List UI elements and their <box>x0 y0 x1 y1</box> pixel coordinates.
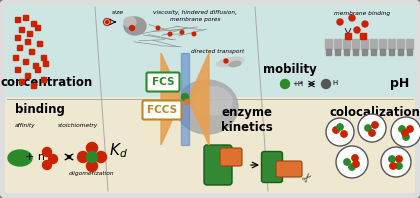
FancyBboxPatch shape <box>220 148 242 166</box>
Bar <box>362 49 367 55</box>
Circle shape <box>407 126 413 132</box>
FancyBboxPatch shape <box>142 101 181 120</box>
Text: + n: + n <box>25 152 45 162</box>
Circle shape <box>321 80 331 89</box>
Text: concentration: concentration <box>1 75 93 89</box>
Text: FCS: FCS <box>152 77 174 87</box>
Bar <box>407 49 412 55</box>
Bar <box>35 67 40 72</box>
Circle shape <box>48 154 58 164</box>
Bar <box>19 27 24 32</box>
Circle shape <box>105 21 108 24</box>
Bar <box>25 73 30 78</box>
Circle shape <box>365 125 371 131</box>
Ellipse shape <box>124 17 146 35</box>
Circle shape <box>168 32 172 36</box>
Text: +H: +H <box>292 81 303 87</box>
Bar <box>398 49 403 55</box>
Circle shape <box>354 27 360 33</box>
Bar <box>19 79 24 84</box>
FancyBboxPatch shape <box>262 151 283 183</box>
Text: colocalization: colocalization <box>330 106 420 118</box>
FancyBboxPatch shape <box>5 5 415 101</box>
Bar <box>23 15 28 20</box>
Circle shape <box>95 151 107 163</box>
Bar <box>326 49 331 55</box>
Bar <box>361 39 368 49</box>
Circle shape <box>281 80 289 89</box>
Bar <box>345 33 351 39</box>
Bar <box>370 39 377 49</box>
Ellipse shape <box>124 17 136 27</box>
Circle shape <box>42 161 52 169</box>
Bar <box>334 39 341 49</box>
Circle shape <box>87 143 97 153</box>
Circle shape <box>224 59 228 63</box>
Circle shape <box>344 159 350 165</box>
Text: stoichiometry: stoichiometry <box>58 124 98 129</box>
Text: viscosity, hindered diffusion,
membrane pores: viscosity, hindered diffusion, membrane … <box>153 10 237 22</box>
Text: pH: pH <box>390 77 410 90</box>
Circle shape <box>337 19 343 25</box>
Circle shape <box>358 114 386 142</box>
Text: size: size <box>112 10 124 15</box>
Text: $K_d$: $K_d$ <box>109 142 127 160</box>
Text: membrane binding: membrane binding <box>334 10 390 15</box>
Circle shape <box>129 26 134 30</box>
Text: affinity: affinity <box>15 124 35 129</box>
Polygon shape <box>181 53 189 145</box>
Circle shape <box>349 15 355 21</box>
Text: H: H <box>332 80 337 86</box>
Bar <box>15 17 20 22</box>
FancyBboxPatch shape <box>5 97 415 193</box>
Circle shape <box>87 161 97 171</box>
Bar <box>17 45 22 50</box>
Bar <box>371 49 376 55</box>
Circle shape <box>362 21 368 27</box>
Bar <box>13 55 18 60</box>
Ellipse shape <box>8 150 32 166</box>
Bar <box>27 31 32 36</box>
Circle shape <box>326 118 354 146</box>
Bar <box>43 61 48 66</box>
Circle shape <box>184 100 189 105</box>
Circle shape <box>403 134 409 140</box>
Circle shape <box>337 124 343 130</box>
Polygon shape <box>161 53 179 145</box>
Bar <box>406 39 413 49</box>
Bar <box>23 59 28 64</box>
Ellipse shape <box>176 80 238 134</box>
Bar <box>33 63 38 68</box>
Bar <box>37 41 42 46</box>
Text: enzyme
kinetics: enzyme kinetics <box>221 106 273 134</box>
Bar <box>41 55 46 60</box>
Circle shape <box>391 117 420 147</box>
Bar <box>31 21 36 26</box>
Bar <box>335 49 340 55</box>
Bar <box>35 25 40 30</box>
Bar <box>344 49 349 55</box>
Circle shape <box>349 164 355 170</box>
Polygon shape <box>191 53 209 145</box>
FancyBboxPatch shape <box>204 145 232 185</box>
Ellipse shape <box>216 57 244 67</box>
Circle shape <box>352 155 358 161</box>
Circle shape <box>402 130 408 136</box>
Circle shape <box>372 122 378 128</box>
FancyBboxPatch shape <box>147 72 179 91</box>
Bar <box>15 67 20 72</box>
Bar <box>397 39 404 49</box>
Circle shape <box>42 148 52 156</box>
Circle shape <box>78 151 89 163</box>
Bar <box>389 49 394 55</box>
Circle shape <box>336 146 368 178</box>
FancyBboxPatch shape <box>276 161 302 177</box>
Text: FCCS: FCCS <box>147 105 177 115</box>
Bar <box>388 39 395 49</box>
Circle shape <box>389 156 395 162</box>
Bar <box>31 83 36 88</box>
Text: binding: binding <box>15 104 65 116</box>
Circle shape <box>396 156 402 162</box>
Text: ✂: ✂ <box>300 170 316 186</box>
